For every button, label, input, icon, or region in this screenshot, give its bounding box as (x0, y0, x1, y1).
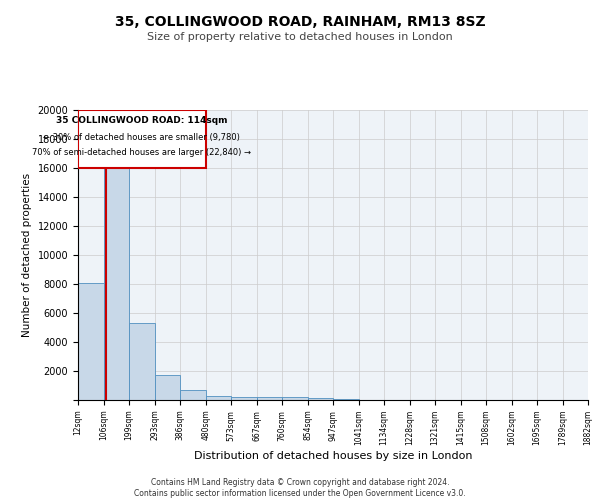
Bar (78, 282, 104, 400)
Bar (129, 323, 155, 400)
Text: 35, COLLINGWOOD ROAD, RAINHAM, RM13 8SZ: 35, COLLINGWOOD ROAD, RAINHAM, RM13 8SZ (115, 15, 485, 29)
Bar (257, 397, 282, 400)
Bar (104, 161, 129, 400)
Bar (78, 110, 206, 168)
Text: 35 COLLINGWOOD ROAD: 114sqm: 35 COLLINGWOOD ROAD: 114sqm (56, 116, 227, 125)
Bar (231, 397, 257, 400)
Text: Size of property relative to detached houses in London: Size of property relative to detached ho… (147, 32, 453, 42)
Text: ← 30% of detached houses are smaller (9,780): ← 30% of detached houses are smaller (9,… (43, 133, 240, 142)
Bar (180, 390, 206, 400)
Bar (308, 398, 333, 400)
Bar (206, 396, 231, 400)
Text: Contains HM Land Registry data © Crown copyright and database right 2024.
Contai: Contains HM Land Registry data © Crown c… (134, 478, 466, 498)
Bar (282, 398, 308, 400)
Text: 70% of semi-detached houses are larger (22,840) →: 70% of semi-detached houses are larger (… (32, 148, 251, 156)
Bar (155, 374, 180, 400)
X-axis label: Distribution of detached houses by size in London: Distribution of detached houses by size … (194, 451, 472, 461)
Y-axis label: Number of detached properties: Number of detached properties (22, 173, 32, 337)
